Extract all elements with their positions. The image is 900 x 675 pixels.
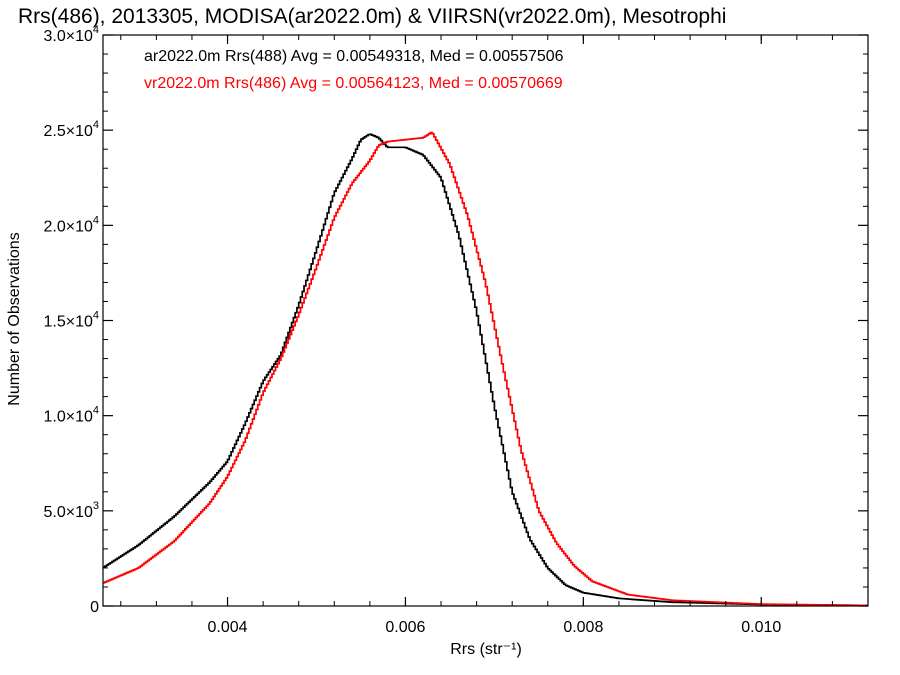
y-tick-label: 2.5×104 [43, 119, 99, 140]
y-tick-label: 3.0×104 [43, 24, 99, 45]
y-tick-label: 1.5×104 [43, 310, 99, 331]
x-tick-label: 0.008 [563, 619, 603, 636]
x-tick-label: 0.004 [208, 619, 248, 636]
series-layer [103, 131, 868, 606]
legend-entry-2: vr2022.0m Rrs(486) Avg = 0.00564123, Med… [144, 75, 563, 92]
axes-layer: 0.004 0.006 0.008 0.010 0 5.0×103 1.0×104 1.5×1… [43, 24, 869, 636]
chart-title: Rrs(486), 2013305, MODISA(ar2022.0m) & V… [18, 5, 726, 28]
y-tick-label: 2.0×104 [43, 214, 99, 235]
y-tick-label: 1.0×104 [43, 405, 99, 426]
plot-frame [102, 34, 869, 607]
x-tick-label: 0.010 [741, 619, 781, 636]
series-line-2 [103, 131, 868, 606]
legend: ar2022.0m Rrs(488) Avg = 0.00549318, Med… [144, 48, 564, 92]
y-tick-label: 5.0×103 [43, 500, 99, 521]
series-line-1 [103, 133, 868, 606]
x-axis-label: Rrs (str⁻¹) [450, 641, 522, 658]
x-tick-label: 0.006 [385, 619, 425, 636]
legend-entry-1: ar2022.0m Rrs(488) Avg = 0.00549318, Med… [144, 48, 564, 65]
y-tick-label: 0 [90, 599, 99, 616]
y-axis-label: Number of Observations [6, 232, 23, 405]
